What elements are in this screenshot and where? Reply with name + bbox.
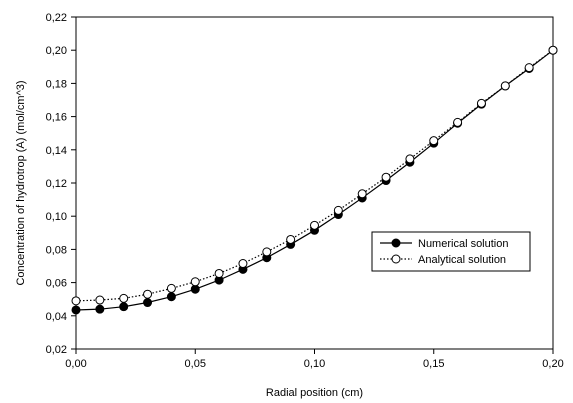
legend: Numerical solution Analytical solution [371,231,531,272]
analytical-point [95,295,105,305]
legend-label: Analytical solution [418,254,506,266]
numerical-point [71,305,81,315]
analytical-point [190,277,200,287]
y-tick-label: 0,02 [46,344,67,356]
y-tick-label: 0,18 [46,78,67,90]
analytical-point [214,268,224,278]
analytical-point [357,189,367,199]
y-tick-label: 0,20 [46,45,67,57]
y-tick-label: 0,04 [46,311,67,323]
analytical-point [143,289,153,299]
analytical-point [548,45,558,55]
analytical-point [333,205,343,215]
analytical-point [500,81,510,91]
y-axis: 0,02 0,04 0,06 0,08 0,10 0,12 0,14 0,16 0,18 0,20… [46,12,76,356]
x-axis: 0,00 0,05 0,10 0,15 0,20 [65,349,564,370]
analytical-point [405,154,415,164]
analytical-point [476,98,486,108]
analytical-point [262,247,272,257]
x-tick-label: 0,10 [304,358,325,370]
y-tick-label: 0,08 [46,244,67,256]
legend-marker [391,254,401,264]
y-tick-label: 0,14 [46,145,67,157]
analytical-point [166,283,176,293]
numerical-point [119,302,129,312]
y-axis-title: Concentration of hydrotrop (A) (mol/cm^3… [15,80,27,285]
analytical-point [453,117,463,127]
legend-marker [391,238,401,248]
numerical-point [166,292,176,302]
analytical-point [286,234,296,244]
numerical-point [190,284,200,294]
x-tick-label: 0,20 [542,358,563,370]
y-tick-label: 0,12 [46,178,67,190]
analytical-point [381,172,391,182]
x-tick-label: 0,15 [423,358,444,370]
analytical-point [71,296,81,306]
x-axis-title: Radial position (cm) [266,387,363,399]
analytical-point [429,136,439,146]
legend-box [371,231,531,272]
legend-label: Numerical solution [418,238,508,250]
numerical-point [95,304,105,314]
analytical-point [524,63,534,73]
analytical-point [238,259,248,269]
x-tick-label: 0,00 [65,358,86,370]
y-tick-label: 0,16 [46,112,67,124]
analytical-point [310,220,319,230]
series-layer [71,45,558,315]
analytical-point [119,293,129,303]
y-tick-label: 0,22 [46,12,67,24]
y-tick-label: 0,06 [46,278,67,290]
y-tick-label: 0,10 [46,211,67,223]
numerical-point [143,298,153,308]
x-tick-label: 0,05 [185,358,206,370]
